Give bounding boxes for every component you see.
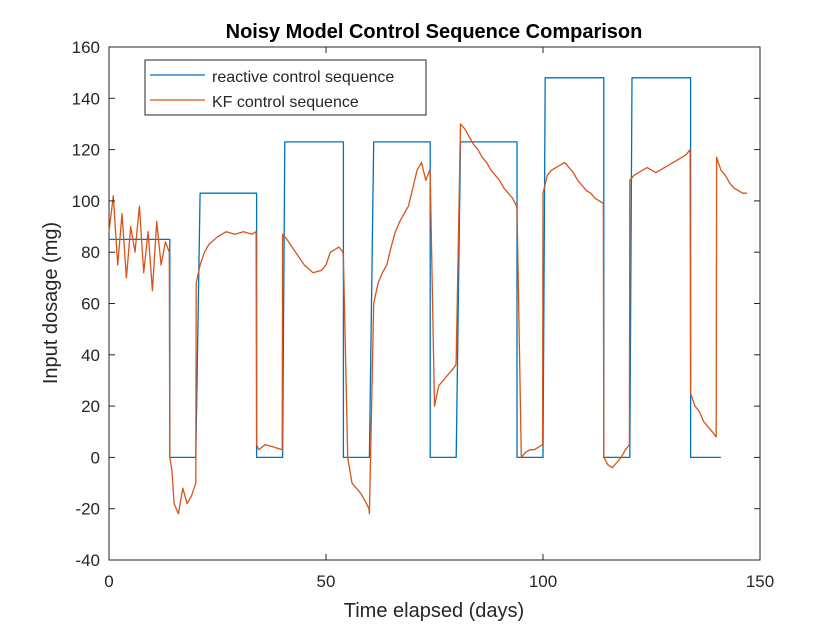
y-tick-label: 0 bbox=[91, 448, 100, 467]
plot-area: 0 50 100 150 -40 -20 0 20 40 60 80 100 120 140 160 bbox=[72, 38, 775, 591]
x-axis-label: Time elapsed (days) bbox=[344, 600, 524, 622]
y-tick-label: -40 bbox=[75, 551, 100, 570]
axes-box bbox=[108, 46, 761, 561]
legend-box bbox=[144, 59, 427, 116]
legend-label-kf: KF control sequence bbox=[212, 94, 359, 111]
y-tick-label: 160 bbox=[72, 38, 100, 57]
y-axis-label: Input dosage (mg) bbox=[40, 222, 62, 384]
legend-label-reactive: reactive control sequence bbox=[212, 69, 394, 86]
y-tick-label: -20 bbox=[75, 500, 100, 519]
y-tick-label: 20 bbox=[81, 397, 100, 416]
x-tick-label: 150 bbox=[746, 572, 774, 591]
x-tick-label: 0 bbox=[104, 572, 113, 591]
y-tick-label: 40 bbox=[81, 346, 100, 365]
y-tick-label: 120 bbox=[72, 141, 100, 160]
legend: reactive control sequence KF control seq… bbox=[144, 59, 427, 116]
y-tick-label: 100 bbox=[72, 192, 100, 211]
y-tick-label: 140 bbox=[72, 89, 100, 108]
y-tick-label: 80 bbox=[81, 243, 100, 262]
x-tick-label: 100 bbox=[529, 572, 557, 591]
series-reactive-line bbox=[109, 77, 721, 459]
series-kf-line bbox=[108, 123, 747, 515]
series-layer bbox=[108, 77, 747, 515]
x-tick-label: 50 bbox=[317, 572, 336, 591]
ticks-layer: 0 50 100 150 -40 -20 0 20 40 60 80 100 120 140 160 bbox=[72, 38, 775, 591]
y-tick-label: 60 bbox=[81, 295, 100, 314]
chart-title: Noisy Model Control Sequence Comparison bbox=[226, 21, 643, 43]
